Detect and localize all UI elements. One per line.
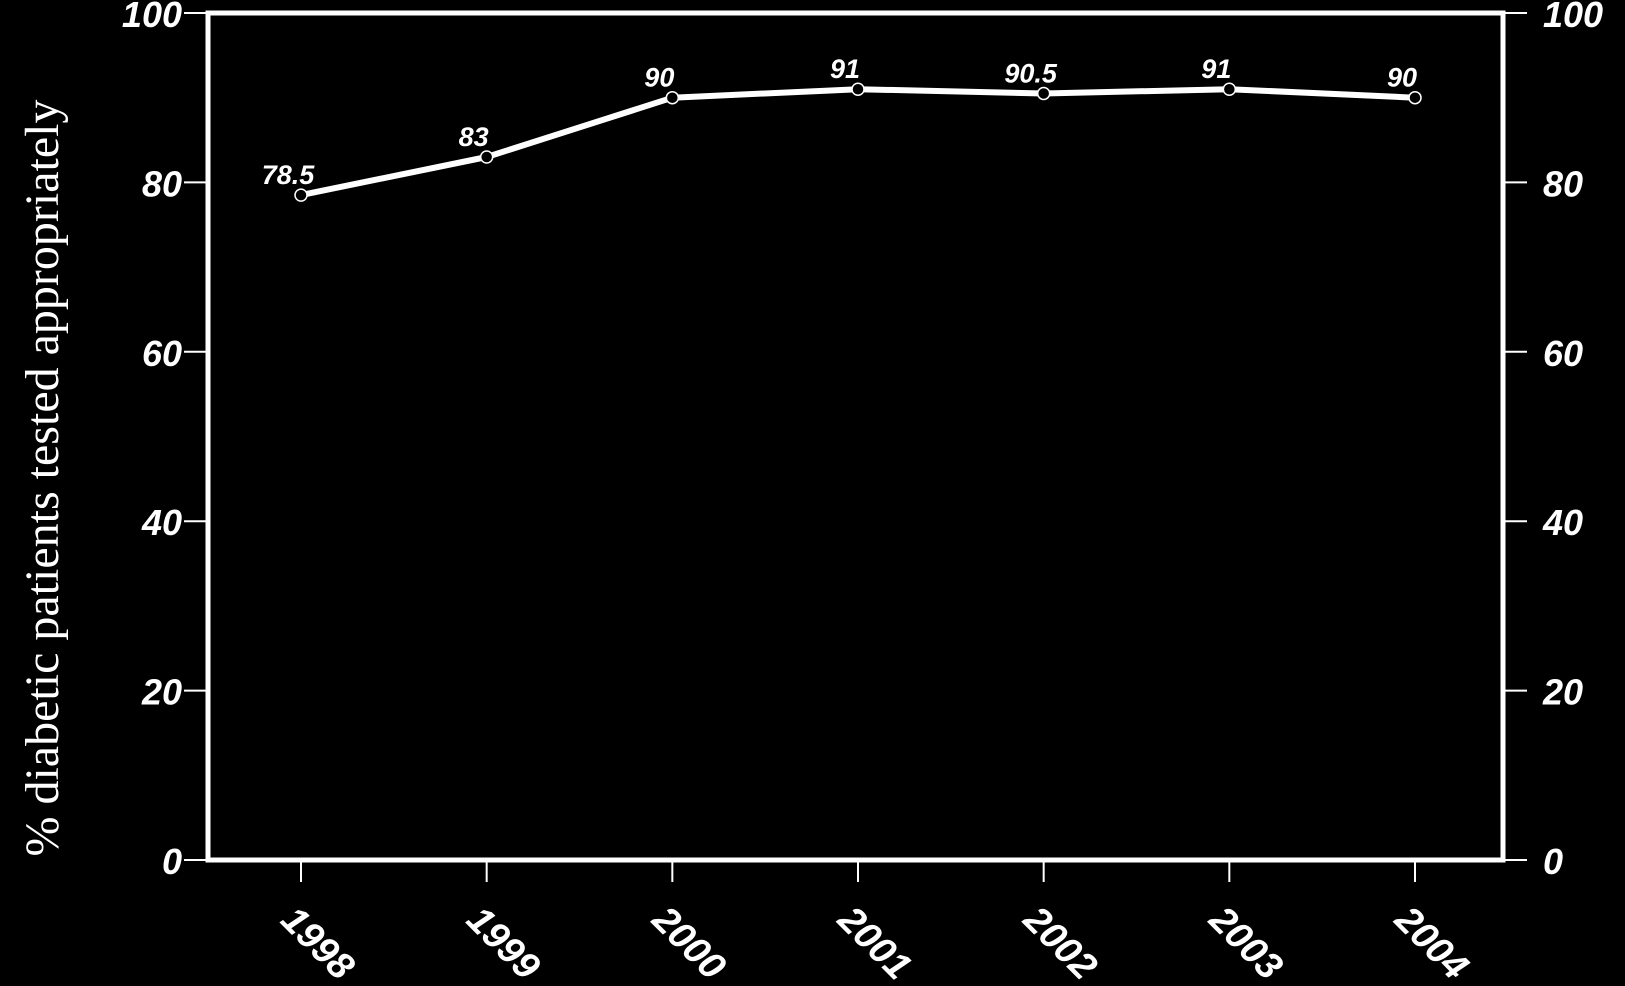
y-tick-label-right-4: 80 xyxy=(1543,163,1583,204)
y-tick-label-left-2: 40 xyxy=(141,502,182,543)
y-tick-label-left-4: 80 xyxy=(142,163,182,204)
data-point-3 xyxy=(851,82,865,96)
data-label-4: 90.5 xyxy=(1004,58,1058,88)
data-label-6: 90 xyxy=(1387,63,1417,93)
data-label-3: 91 xyxy=(830,54,860,84)
data-label-0: 78.5 xyxy=(262,160,316,190)
y-tick-label-right-5: 100 xyxy=(1543,0,1603,35)
y-tick-label-left-0: 0 xyxy=(162,841,182,882)
plot-frame xyxy=(205,10,1506,863)
data-label-2: 90 xyxy=(644,63,674,93)
data-point-0 xyxy=(294,188,308,202)
data-label-1: 83 xyxy=(459,122,489,152)
y-axis-left: 0 20 40 60 80 100 xyxy=(122,0,208,882)
data-point-1 xyxy=(479,150,494,164)
data-point-4 xyxy=(1036,86,1051,101)
y-tick-label-right-3: 60 xyxy=(1543,333,1583,374)
series-group: 78.5 83 90 91 90.5 91 90 xyxy=(262,54,1422,202)
y-tick-label-right-2: 40 xyxy=(1542,502,1583,543)
y-tick-label-left-5: 100 xyxy=(122,0,182,35)
data-point-6 xyxy=(1408,90,1422,105)
y-axis-label: % diabetic patients tested appropriately xyxy=(16,99,69,856)
data-point-5 xyxy=(1222,82,1237,96)
y-tick-label-right-1: 20 xyxy=(1542,672,1583,713)
data-point-2 xyxy=(665,90,680,105)
y-tick-label-left-1: 20 xyxy=(141,672,182,713)
y-tick-label-left-3: 60 xyxy=(142,333,182,374)
data-label-5: 91 xyxy=(1201,54,1231,84)
y-axis-right: 0 20 40 60 80 100 xyxy=(1503,0,1603,882)
y-tick-label-right-0: 0 xyxy=(1543,841,1563,882)
